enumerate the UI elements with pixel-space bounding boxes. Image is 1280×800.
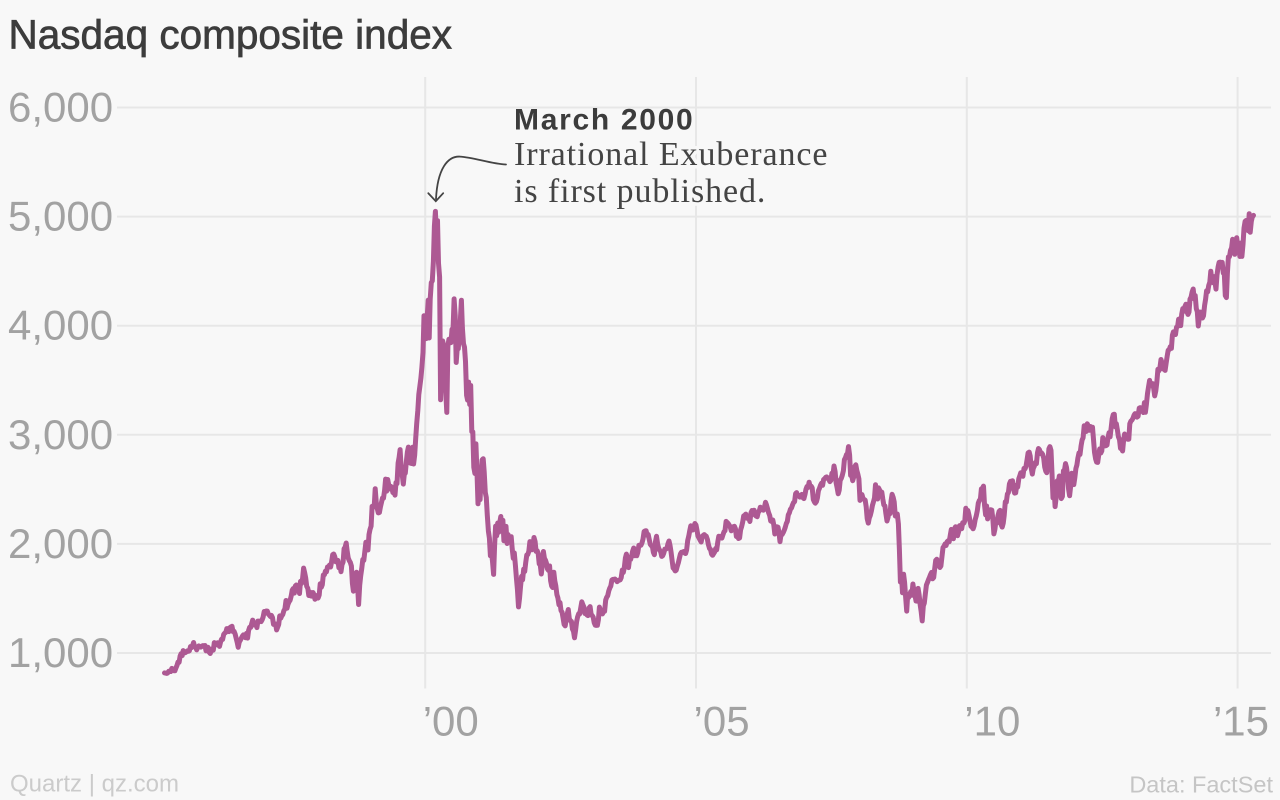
- svg-text:’15: ’15: [1213, 698, 1269, 745]
- svg-text:2,000: 2,000: [8, 520, 113, 567]
- svg-text:5,000: 5,000: [8, 193, 113, 240]
- svg-text:6,000: 6,000: [8, 84, 113, 131]
- svg-text:Nasdaq composite index: Nasdaq composite index: [9, 12, 453, 58]
- svg-text:Irrational Exuberance: Irrational Exuberance: [514, 136, 828, 173]
- svg-text:’05: ’05: [694, 698, 750, 745]
- svg-text:’10: ’10: [964, 698, 1020, 745]
- svg-text:1,000: 1,000: [8, 629, 113, 676]
- svg-text:March 2000: March 2000: [514, 104, 694, 137]
- svg-text:’00: ’00: [423, 698, 479, 745]
- svg-text:4,000: 4,000: [8, 302, 113, 349]
- svg-text:3,000: 3,000: [8, 411, 113, 458]
- svg-text:is first published.: is first published.: [514, 173, 766, 210]
- svg-text:Quartz | qz.com: Quartz | qz.com: [10, 771, 179, 798]
- svg-text:Data: FactSet: Data: FactSet: [1129, 772, 1273, 798]
